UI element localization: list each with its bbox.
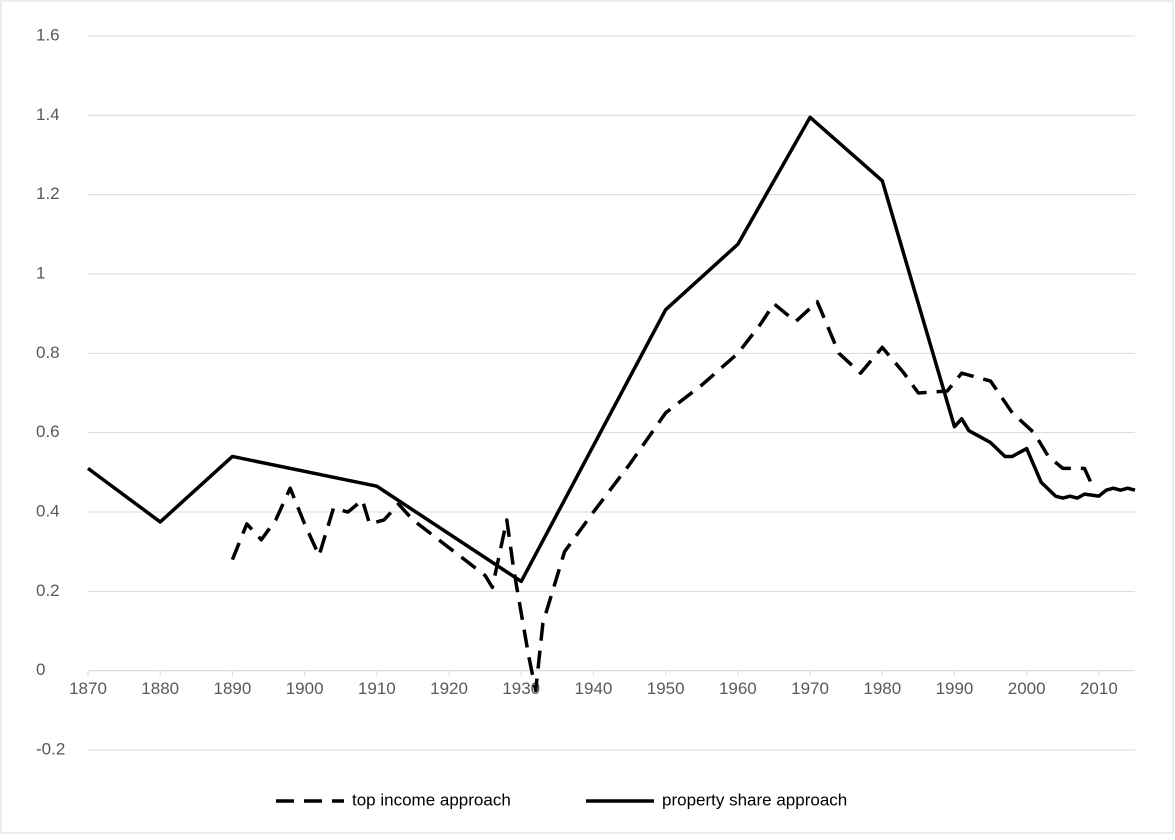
x-tick-label: 1940	[575, 679, 613, 698]
y-tick-label: 0.8	[36, 343, 60, 362]
y-tick-label: 1	[36, 263, 45, 282]
x-tick-label: 1990	[936, 679, 974, 698]
x-tick-label: 2010	[1080, 679, 1118, 698]
x-tick-label: 1970	[791, 679, 829, 698]
x-tick-label: 1910	[358, 679, 396, 698]
series-line	[230, 300, 1094, 693]
y-tick-label: 1.6	[36, 25, 60, 44]
legend-label: property share approach	[662, 790, 847, 809]
x-tick-label: 1980	[863, 679, 901, 698]
series-line	[86, 115, 1136, 584]
x-tick-label: 1920	[430, 679, 468, 698]
x-tick-label: 1900	[286, 679, 324, 698]
y-tick-label: 0.2	[36, 581, 60, 600]
x-tick-label: 2000	[1008, 679, 1046, 698]
x-tick-label: 1880	[141, 679, 179, 698]
legend-label: top income approach	[352, 790, 511, 809]
x-tick-label: 1960	[719, 679, 757, 698]
y-tick-label: 0.6	[36, 422, 60, 441]
y-tick-label: -0.2	[36, 739, 65, 758]
x-tick-label: 1930	[502, 679, 540, 698]
y-tick-label: 1.2	[36, 184, 60, 203]
x-tick-label: 1890	[213, 679, 251, 698]
y-tick-label: 1.4	[36, 105, 60, 124]
y-tick-label: 0.4	[36, 501, 60, 520]
x-tick-label: 1950	[647, 679, 685, 698]
legend: top income approach property share approa…	[276, 790, 847, 809]
y-tick-label: 0	[36, 660, 45, 679]
x-tick-label: 1870	[69, 679, 107, 698]
